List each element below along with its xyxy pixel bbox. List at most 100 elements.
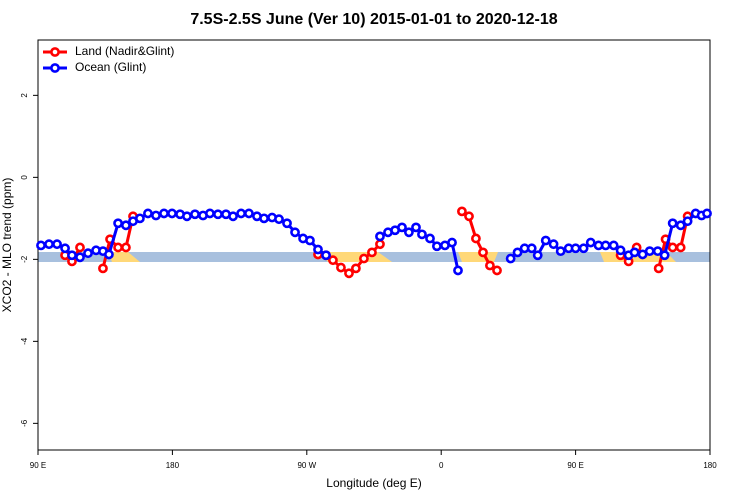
data-point — [555, 246, 566, 257]
data-point — [682, 216, 693, 227]
data-point — [615, 245, 626, 256]
data-point — [404, 227, 414, 238]
data-point — [644, 246, 655, 257]
y-tick-label: 0 — [20, 175, 29, 180]
data-point — [121, 220, 131, 231]
data-point — [600, 240, 611, 251]
data-point — [453, 265, 463, 276]
data-point — [282, 218, 292, 229]
data-point — [653, 263, 664, 274]
y-axis-label: XCO2 - MLO trend (ppm) — [0, 178, 14, 313]
data-point — [36, 240, 46, 251]
data-point — [190, 209, 200, 220]
legend-label: Land (Nadir&Glint) — [75, 44, 174, 58]
y-tick-label: -6 — [20, 419, 29, 427]
data-point — [532, 250, 543, 261]
data-point — [75, 242, 85, 253]
data-point — [629, 247, 640, 258]
data-point — [675, 242, 686, 253]
data-point — [417, 229, 427, 240]
x-tick-label: 180 — [166, 461, 180, 470]
data-point — [344, 268, 354, 279]
data-point — [159, 208, 169, 219]
data-point — [244, 208, 254, 219]
data-point — [667, 218, 678, 229]
data-point — [259, 213, 269, 224]
x-tick-label: 90 W — [297, 461, 316, 470]
data-point — [228, 211, 238, 222]
x-tick-label: 180 — [703, 461, 717, 470]
data-point — [492, 265, 502, 276]
data-point — [75, 252, 85, 263]
data-point — [526, 243, 537, 254]
data-point — [570, 243, 581, 254]
data-point — [67, 250, 77, 261]
data-point — [44, 239, 54, 250]
x-tick-label: 90 E — [30, 461, 46, 470]
data-point — [375, 239, 385, 250]
legend-marker — [50, 47, 60, 57]
data-point — [143, 208, 153, 219]
x-axis-label: Longitude (deg E) — [326, 476, 421, 490]
data-point — [608, 240, 619, 251]
data-point — [182, 211, 192, 222]
land-band — [458, 252, 498, 262]
data-point — [121, 242, 131, 253]
data-point — [652, 246, 663, 257]
data-point — [274, 214, 284, 225]
y-tick-label: -4 — [20, 337, 29, 345]
data-point — [213, 209, 223, 220]
data-point — [585, 237, 596, 248]
data-point — [540, 235, 551, 246]
y-tick-label: 2 — [20, 93, 29, 98]
data-point — [548, 239, 559, 250]
data-point — [485, 260, 495, 271]
data-point — [305, 235, 315, 246]
data-point — [151, 210, 161, 221]
data-point — [512, 247, 523, 258]
data-point — [321, 250, 331, 261]
data-point — [675, 220, 686, 231]
data-point — [447, 237, 457, 248]
data-point — [478, 247, 488, 258]
data-point — [135, 213, 145, 224]
chart-title: 7.5S-2.5S June (Ver 10) 2015-01-01 to 20… — [190, 11, 557, 28]
data-point — [411, 222, 421, 233]
data-point — [578, 243, 589, 254]
data-point — [313, 244, 323, 255]
data-point — [457, 206, 467, 217]
data-point — [350, 263, 361, 274]
legend-label: Ocean (Glint) — [75, 60, 146, 74]
data-point — [98, 263, 108, 274]
data-point — [60, 243, 70, 254]
data-point — [236, 208, 246, 219]
data-point — [505, 253, 516, 264]
x-tick-label: 90 E — [567, 461, 583, 470]
data-point — [205, 208, 215, 219]
data-point — [104, 249, 114, 260]
data-point — [425, 233, 435, 244]
data-point — [336, 262, 346, 273]
data-point — [659, 250, 670, 261]
data-point — [432, 241, 442, 252]
data-point — [367, 247, 377, 258]
data-point — [290, 227, 300, 238]
data-point — [359, 253, 369, 264]
data-point — [397, 222, 407, 233]
data-point — [83, 248, 93, 259]
data-point — [167, 208, 177, 219]
data-point — [328, 255, 338, 266]
data-point — [471, 233, 481, 244]
data-point — [464, 211, 474, 222]
data-point — [113, 242, 123, 253]
legend-marker — [50, 63, 60, 73]
data-point — [702, 208, 712, 219]
data-point — [375, 231, 385, 242]
land-band — [108, 252, 140, 262]
y-tick-label: -2 — [20, 255, 29, 263]
data-point — [113, 218, 123, 229]
x-tick-label: 0 — [439, 461, 444, 470]
data-point — [667, 242, 678, 253]
